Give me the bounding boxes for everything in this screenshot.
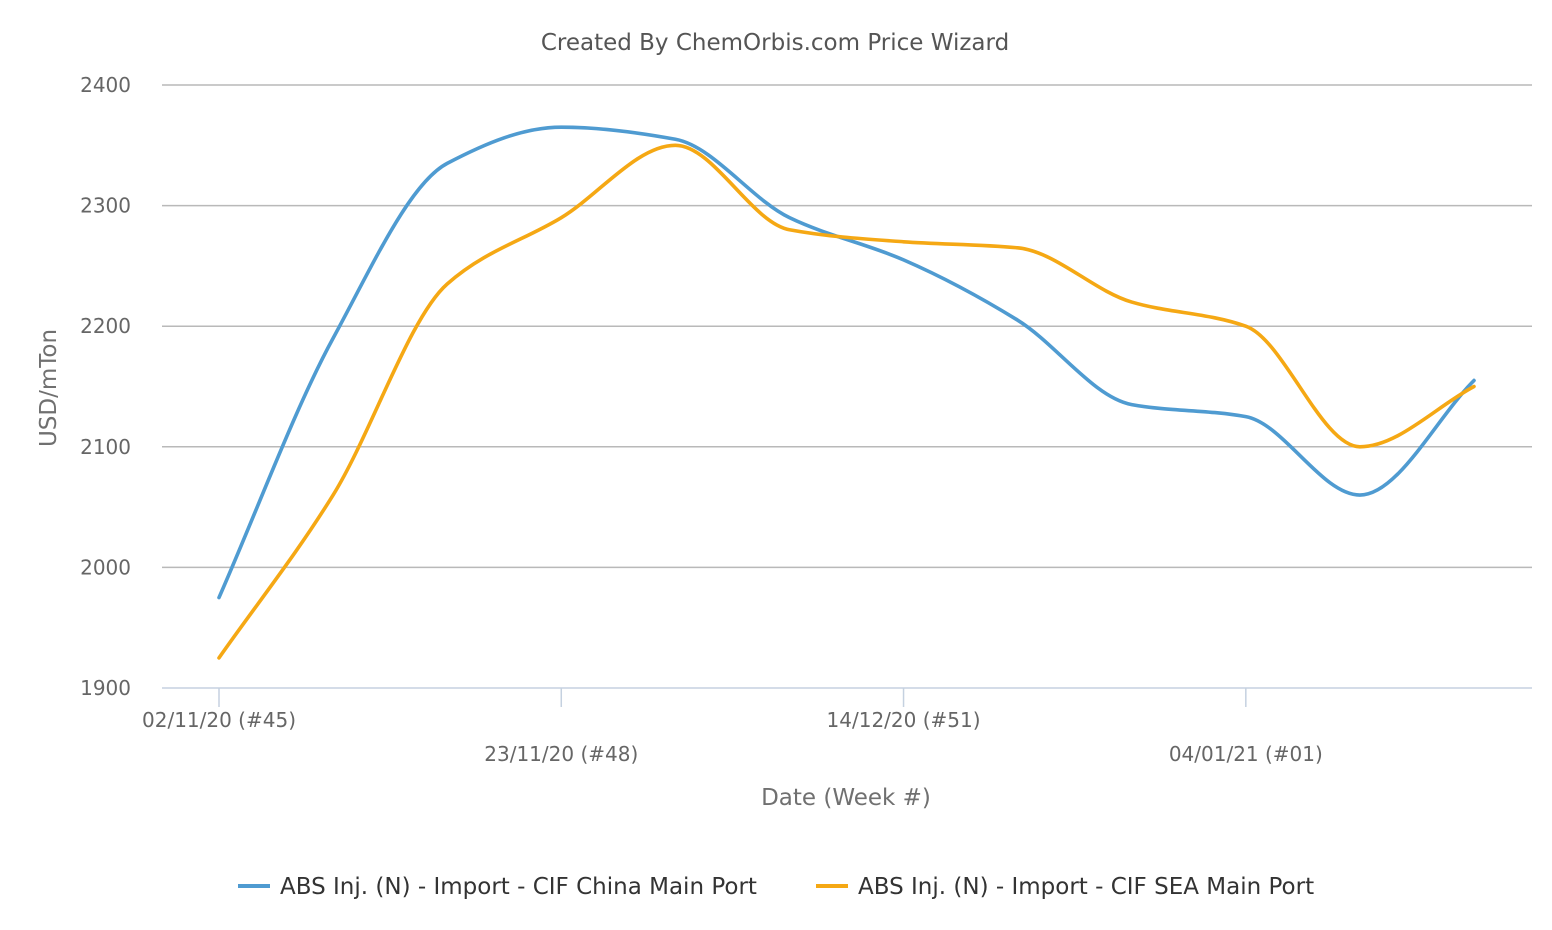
- y-tick-label: 2100: [80, 435, 131, 459]
- x-tick-label: 02/11/20 (#45): [142, 708, 296, 732]
- y-tick-label: 2200: [80, 314, 131, 338]
- series-line-2: [217, 143, 1476, 660]
- x-tick-label: 23/11/20 (#48): [484, 742, 638, 766]
- gridlines: [162, 84, 1532, 569]
- x-tick-label: 14/12/20 (#51): [827, 708, 981, 732]
- legend: ABS Inj. (N) - Import - CIF China Main P…: [238, 874, 1314, 900]
- x-axis-ticks: 02/11/20 (#45) 23/11/20 (#48) 14/12/20 (#5…: [142, 688, 1323, 766]
- series-lines: [217, 125, 1476, 660]
- y-tick-label: 1900: [80, 676, 131, 700]
- x-axis-title: Date (Week #): [761, 785, 931, 811]
- x-tick-label: 04/01/21 (#01): [1169, 742, 1323, 766]
- chart-title: Created By ChemOrbis.com Price Wizard: [541, 30, 1009, 56]
- y-tick-label: 2400: [80, 73, 131, 97]
- series-line-1: [217, 125, 1476, 600]
- y-tick-label: 2000: [80, 555, 131, 579]
- y-axis-ticks: 1900 2000 2100 2200 2300 2400: [80, 73, 131, 700]
- y-tick-label: 2300: [80, 194, 131, 218]
- legend-item-2[interactable]: ABS Inj. (N) - Import - CIF SEA Main Por…: [858, 874, 1314, 900]
- y-axis-title: USD/mTon: [36, 329, 62, 447]
- legend-item-1[interactable]: ABS Inj. (N) - Import - CIF China Main P…: [280, 874, 757, 900]
